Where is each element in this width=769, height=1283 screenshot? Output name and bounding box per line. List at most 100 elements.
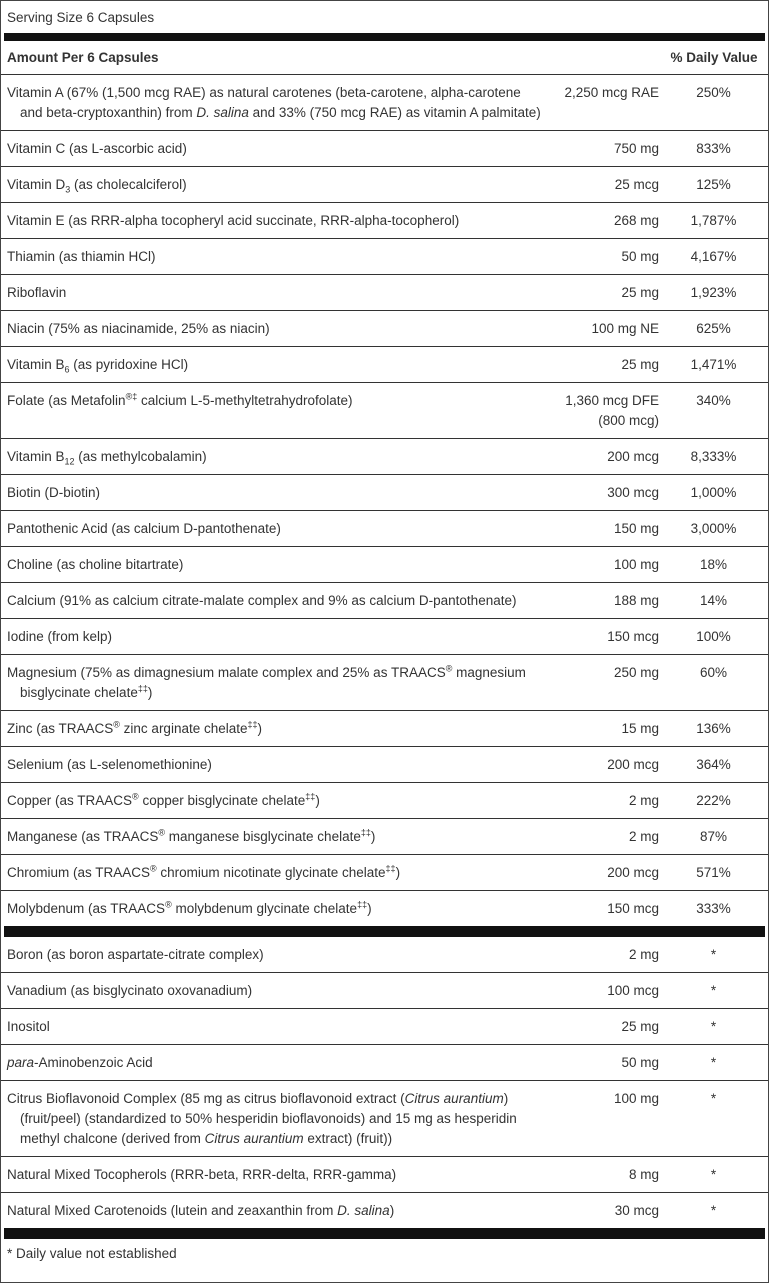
amount: 100 mg NE	[591, 321, 659, 336]
nutrient-row: Vitamin E (as RRR-alpha tocopheryl acid …	[1, 203, 768, 239]
name-part: (as pyridoxine HCl)	[69, 357, 189, 372]
name-part: molybdenum glycinate chelate	[171, 901, 358, 916]
amount: (800 mcg)	[598, 413, 659, 428]
name-part: )	[367, 901, 372, 916]
amount: 750 mg	[613, 141, 659, 156]
name-part: Vitamin E (as RRR-alpha tocopheryl acid …	[7, 213, 460, 228]
nutrient-name: Inositol	[1, 1017, 541, 1037]
name-part: chromium nicotinate glycinate chelate	[156, 865, 386, 880]
nutrient-name: Vitamin C (as L-ascorbic acid)	[1, 139, 541, 159]
amount-cell: 200 mcg	[541, 863, 659, 883]
name-part: )	[257, 721, 263, 736]
amount-cell: 1,360 mcg DFE (800 mcg)	[541, 391, 659, 431]
nutrient-row: Niacin (75% as niacinamide, 25% as niaci…	[1, 311, 768, 347]
amount-cell: 200 mcg	[541, 447, 659, 467]
nutrient-name: Iodine (from kelp)	[1, 627, 541, 647]
name-part: Chromium (as TRAACS	[7, 865, 151, 880]
nutrient-row: Molybdenum (as TRAACS® molybdenum glycin…	[1, 891, 768, 926]
name-part: Inositol	[7, 1019, 50, 1034]
amount-cell: 8 mg	[541, 1165, 659, 1185]
nutrient-row: Vanadium (as bisglycinato oxovanadium) 10…	[1, 973, 768, 1009]
nutrient-row: Natural Mixed Carotenoids (lutein and ze…	[1, 1193, 768, 1228]
amount: 100 mcg	[607, 983, 659, 998]
nutrient-name: Copper (as TRAACS® copper bisglycinate c…	[1, 791, 541, 811]
amount-cell: 50 mg	[541, 247, 659, 267]
name-part: Citrus aurantium	[404, 1091, 504, 1106]
name-part: -Aminobenzoic Acid	[34, 1055, 153, 1070]
amount-cell: 750 mg	[541, 139, 659, 159]
daily-value: 333%	[696, 901, 731, 916]
name-part: Selenium (as L-selenomethionine)	[7, 757, 212, 772]
name-part: ‡‡	[137, 683, 148, 694]
name-part: Riboflavin	[7, 285, 67, 300]
name-part: Zinc (as TRAACS	[7, 721, 114, 736]
name-part: Copper (as TRAACS	[7, 793, 133, 808]
name-part: manganese bisglycinate chelate	[164, 829, 361, 844]
nutrient-name: Vitamin A (67% (1,500 mcg RAE) as natura…	[1, 83, 541, 123]
amount-cell: 150 mg	[541, 519, 659, 539]
amount-cell: 100 mcg	[541, 981, 659, 1001]
name-part: Vitamin A (67% (1,500 mcg RAE) as natura…	[7, 85, 521, 120]
nutrient-row: Vitamin A (67% (1,500 mcg RAE) as natura…	[1, 75, 768, 131]
name-part: )	[147, 685, 153, 700]
nutrient-name: Riboflavin	[1, 283, 541, 303]
daily-value: 3,000%	[690, 521, 737, 536]
name-part: Choline (as choline bitartrate)	[7, 557, 184, 572]
nutrient-row: Vitamin C (as L-ascorbic acid) 750 mg 833%	[1, 131, 768, 167]
nutrient-name: Zinc (as TRAACS® zinc arginate chelate‡‡…	[1, 719, 541, 739]
name-part: Citrus aurantium	[204, 1131, 304, 1146]
nutrient-row: Chromium (as TRAACS® chromium nicotinate…	[1, 855, 768, 891]
daily-value: *	[710, 983, 717, 998]
name-part: Citrus Bioflavonoid Complex (85 mg as ci…	[7, 1091, 405, 1106]
amount: 150 mcg	[607, 901, 659, 916]
amount-cell: 100 mg NE	[541, 319, 659, 339]
amount-cell: 25 mg	[541, 283, 659, 303]
name-part: para	[7, 1055, 35, 1070]
nutrient-name: Vitamin E (as RRR-alpha tocopheryl acid …	[1, 211, 541, 231]
amount-cell: 268 mg	[541, 211, 659, 231]
nutrient-row: Citrus Bioflavonoid Complex (85 mg as ci…	[1, 1081, 768, 1157]
amount: 30 mcg	[614, 1203, 659, 1218]
name-part: D. salina	[337, 1203, 390, 1218]
amount: 50 mg	[621, 1055, 659, 1070]
nutrient-name: Folate (as Metafolin®‡ calcium L-5-methy…	[1, 391, 541, 431]
name-part: Calcium (91% as calcium citrate-malate c…	[7, 593, 517, 608]
serving-size: Serving Size 6 Capsules	[7, 10, 155, 25]
amount-cell: 2 mg	[541, 945, 659, 965]
daily-value: 8,333%	[690, 449, 737, 464]
name-part: ‡‡	[357, 899, 368, 910]
name-part: Biotin (D-biotin)	[7, 485, 101, 500]
nutrient-row: Inositol 25 mg *	[1, 1009, 768, 1045]
nutrient-name: Manganese (as TRAACS® manganese bisglyci…	[1, 827, 541, 847]
nutrient-name: Vitamin D3 (as cholecalciferol)	[1, 175, 541, 195]
nutrient-name: Thiamin (as thiamin HCl)	[1, 247, 541, 267]
daily-value: 1,923%	[690, 285, 737, 300]
name-part: Vitamin C (as L-ascorbic acid)	[7, 141, 187, 156]
nutrient-name: Molybdenum (as TRAACS® molybdenum glycin…	[1, 899, 541, 919]
nutrient-name: Boron (as boron aspartate-citrate comple…	[1, 945, 541, 965]
amount-cell: 25 mg	[541, 355, 659, 375]
name-part: (as cholecalciferol)	[70, 177, 187, 192]
amount: 25 mg	[621, 1019, 659, 1034]
nutrient-name: para-Aminobenzoic Acid	[1, 1053, 541, 1073]
name-part: Vitamin B	[7, 357, 65, 372]
divider	[4, 33, 765, 41]
daily-value: *	[710, 1091, 717, 1106]
header-daily-value: % Daily Value	[670, 50, 758, 65]
nutrient-name: Citrus Bioflavonoid Complex (85 mg as ci…	[1, 1089, 541, 1149]
amount: 8 mg	[628, 1167, 659, 1182]
amount-cell: 188 mg	[541, 591, 659, 611]
daily-value: *	[710, 1019, 717, 1034]
daily-value: 18%	[699, 557, 728, 572]
nutrient-row: Calcium (91% as calcium citrate-malate c…	[1, 583, 768, 619]
amount: 150 mg	[613, 521, 659, 536]
amount-cell: 2 mg	[541, 791, 659, 811]
amount: 2 mg	[628, 793, 659, 808]
header-amount: Amount Per 6 Capsules	[7, 50, 159, 65]
daily-value: 1,471%	[690, 357, 737, 372]
amount: 2,250 mcg RAE	[564, 85, 659, 100]
amount-cell: 200 mcg	[541, 755, 659, 775]
nutrient-row: Zinc (as TRAACS® zinc arginate chelate‡‡…	[1, 711, 768, 747]
nutrient-name: Selenium (as L-selenomethionine)	[1, 755, 541, 775]
nutrient-name: Vanadium (as bisglycinato oxovanadium)	[1, 981, 541, 1001]
